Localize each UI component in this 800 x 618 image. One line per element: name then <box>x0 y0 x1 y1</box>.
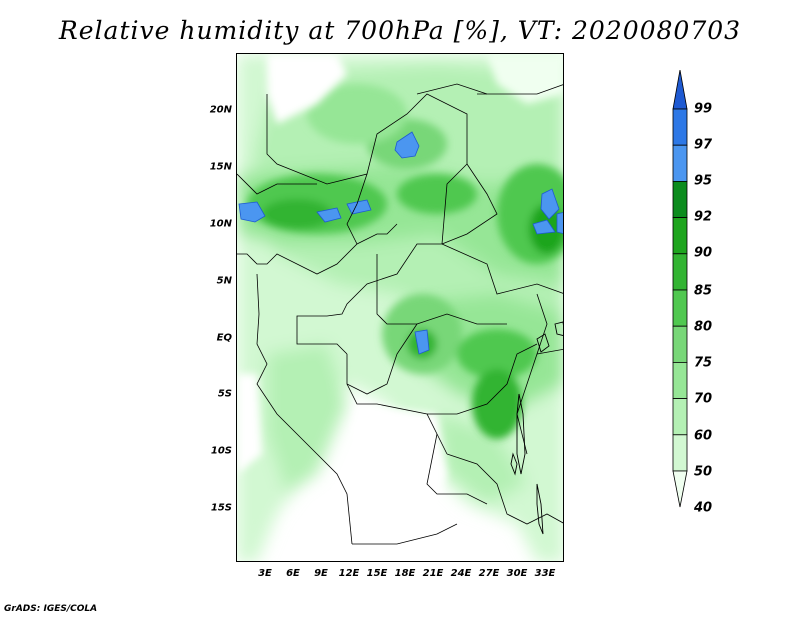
colorbar-label: 97 <box>694 137 713 153</box>
lon-label: 3E <box>258 568 272 579</box>
lat-label: 10S <box>210 445 232 457</box>
lat-label: 5S <box>217 388 232 400</box>
colorbar-label: 92 <box>694 209 713 225</box>
colorbar-label: 90 <box>694 245 713 261</box>
colorbar-label: 70 <box>694 391 713 407</box>
footer-credit: GrADS: IGES/COLA <box>4 604 98 614</box>
map-panel <box>236 53 564 562</box>
colorbar-label: 95 <box>694 173 713 189</box>
lon-label: 24E <box>450 568 472 579</box>
lat-label: 15S <box>210 502 232 514</box>
colorbar-label: 40 <box>694 500 713 516</box>
colorbar-label: 80 <box>694 319 713 335</box>
colorbar-label: 50 <box>694 464 713 480</box>
country-borders <box>237 83 563 545</box>
lon-label: 18E <box>394 568 416 579</box>
lat-label: 5N <box>216 275 232 287</box>
lat-label: 10N <box>209 218 232 230</box>
humidity-map <box>237 54 563 561</box>
lon-label: 27E <box>478 568 500 579</box>
colorbar-segment <box>672 253 688 291</box>
colorbar-segment <box>672 398 688 436</box>
lon-label: 30E <box>506 568 528 579</box>
colorbar-segment <box>672 289 688 327</box>
colorbar-label: 99 <box>694 101 713 117</box>
lat-label: 20N <box>209 104 232 116</box>
lon-label: 9E <box>314 568 328 579</box>
colorbar <box>672 70 688 508</box>
lon-label: 33E <box>534 568 556 579</box>
colorbar-label: 60 <box>694 428 713 444</box>
colorbar-segment <box>672 70 688 110</box>
colorbar-label: 75 <box>694 355 713 371</box>
lat-label: EQ <box>216 332 232 344</box>
colorbar-segment <box>672 217 688 255</box>
saturated-spots <box>238 131 563 355</box>
colorbar-segment <box>672 144 688 182</box>
colorbar-segments <box>672 70 688 508</box>
lon-label: 6E <box>286 568 300 579</box>
colorbar-label: 85 <box>694 283 713 299</box>
lakes <box>510 321 563 535</box>
map-title: Relative humidity at 700hPa [%], VT: 202… <box>58 16 742 45</box>
colorbar-segment <box>672 361 688 399</box>
lat-label: 15N <box>209 161 232 173</box>
colorbar-segment <box>672 108 688 146</box>
lon-label: 12E <box>338 568 360 579</box>
colorbar-segment <box>672 434 688 472</box>
colorbar-segment <box>672 181 688 219</box>
lon-label: 21E <box>422 568 444 579</box>
lon-label: 15E <box>366 568 388 579</box>
colorbar-segment <box>672 470 688 508</box>
colorbar-segment <box>672 325 688 363</box>
